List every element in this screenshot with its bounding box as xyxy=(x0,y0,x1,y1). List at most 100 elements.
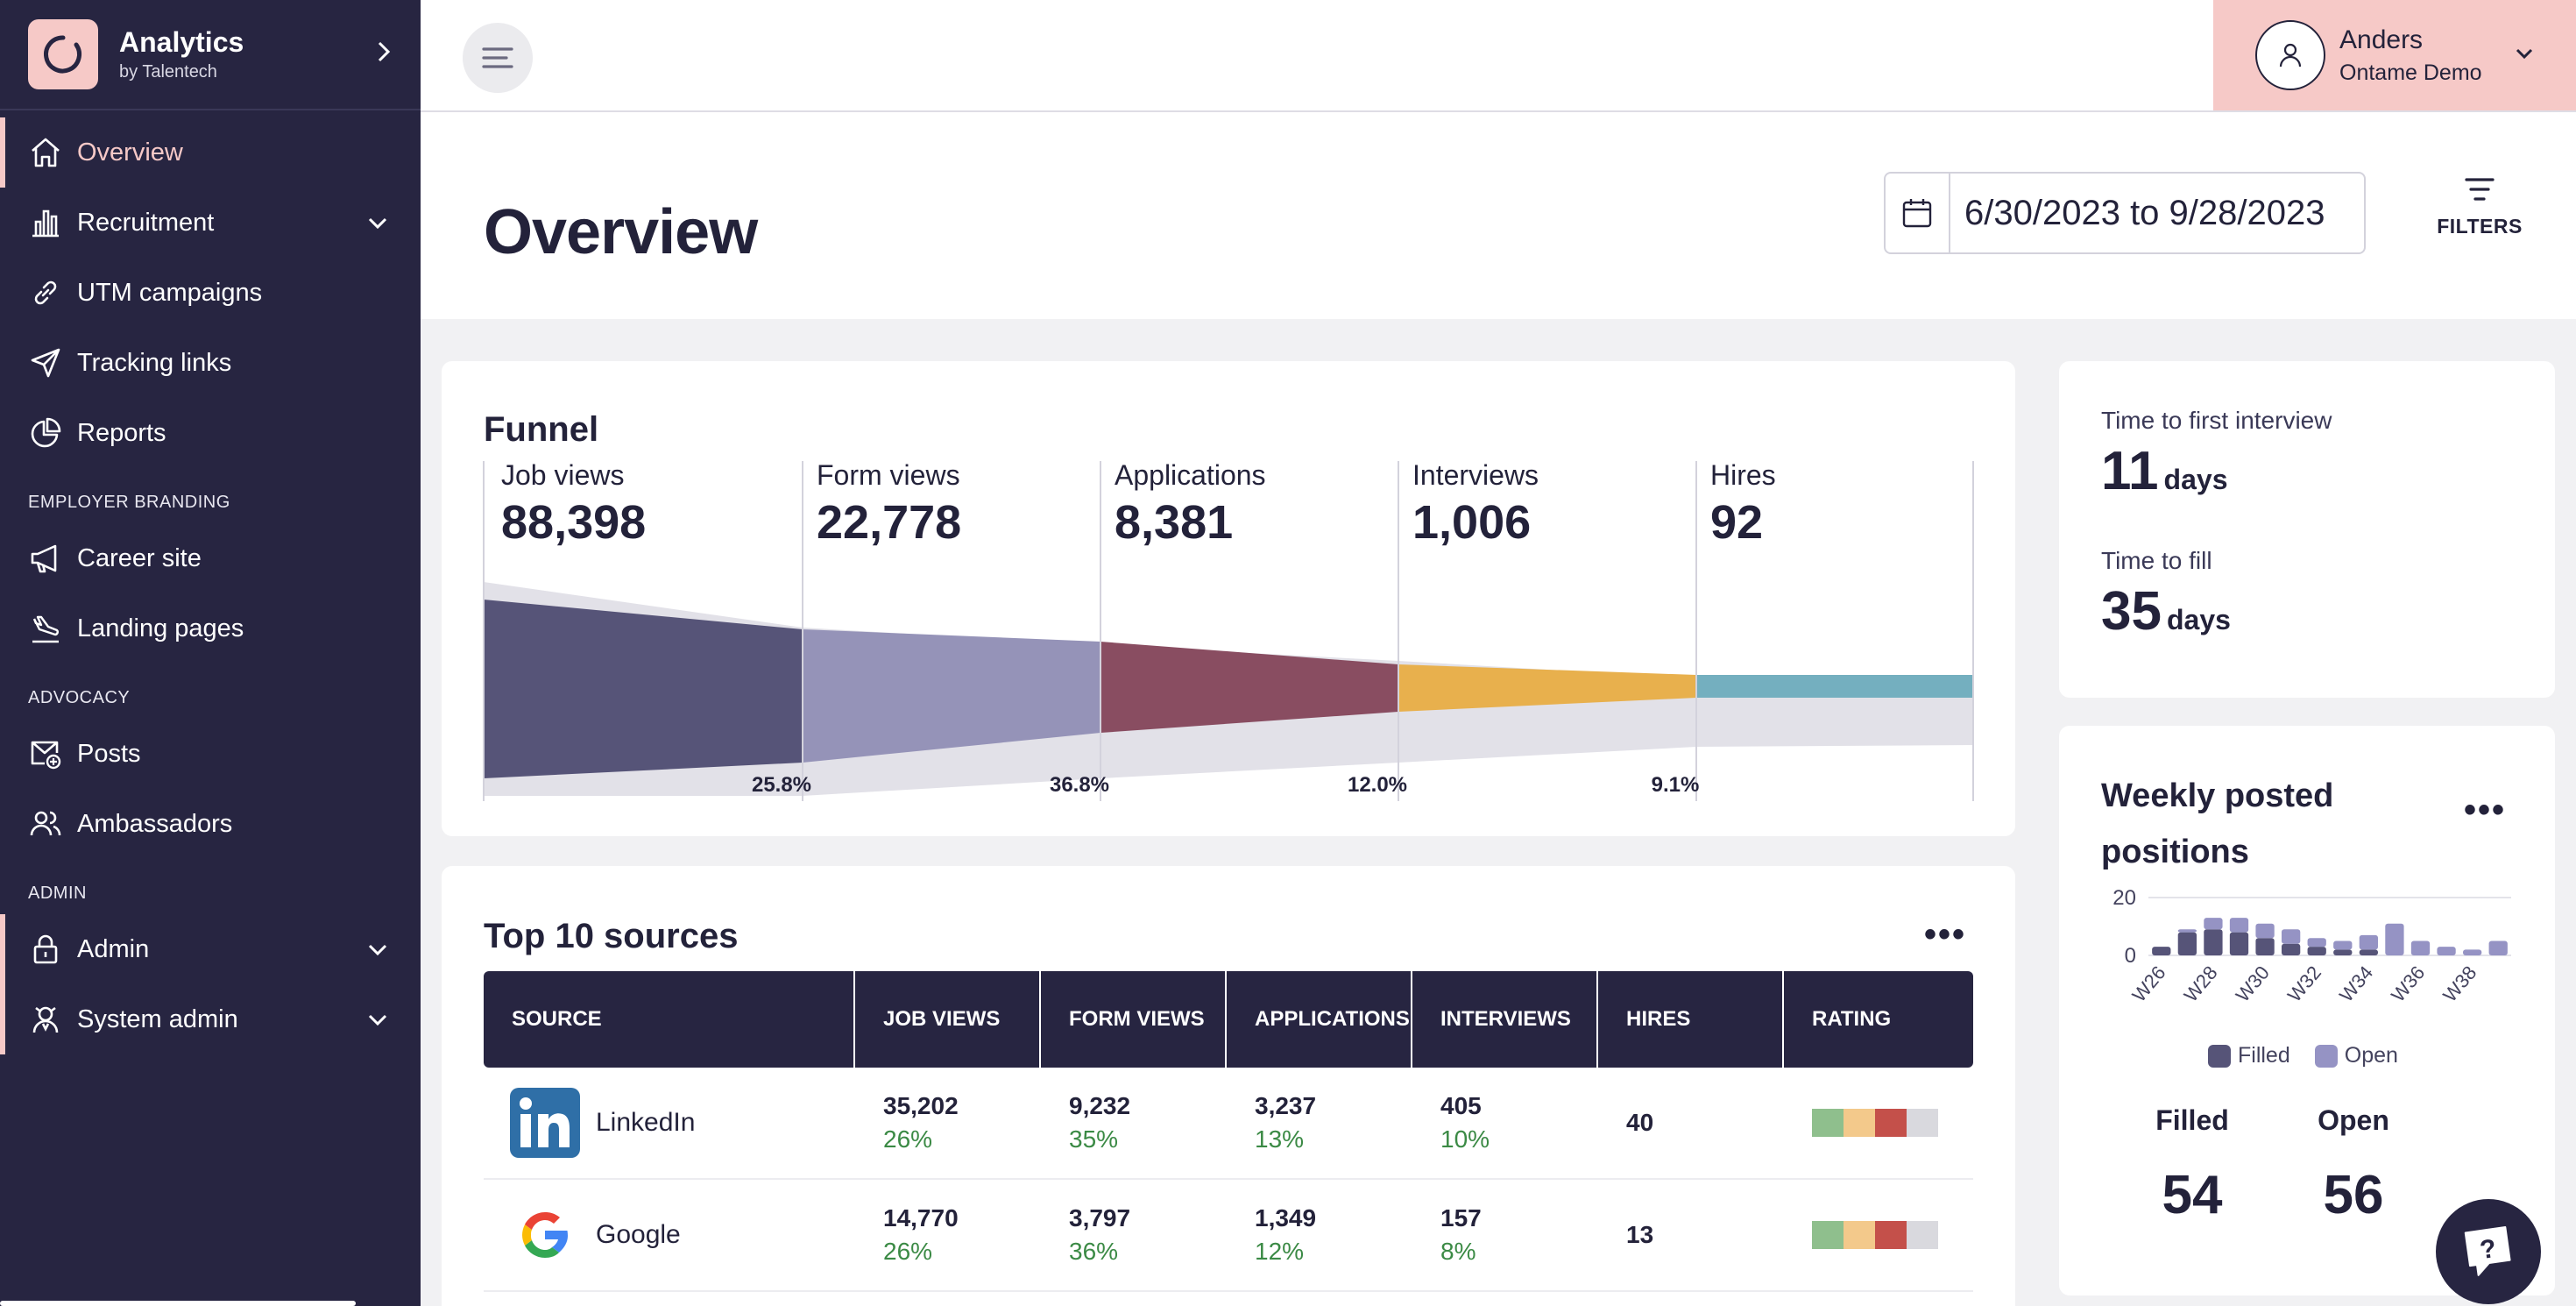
avatar xyxy=(2255,20,2325,90)
column-header-job-views[interactable]: JOB VIEWS xyxy=(855,971,1041,1068)
legend-item-open: Open xyxy=(2314,1043,2398,1068)
sidebar-item-ambassadors[interactable]: Ambassadors xyxy=(0,789,421,859)
hamburger-icon xyxy=(482,47,513,68)
section-label-employer-branding: EMPLOYER BRANDING xyxy=(28,493,230,512)
kpi-label: Time to fill xyxy=(2101,547,2212,574)
cell-value: 9,232 xyxy=(1069,1092,1131,1119)
funnel-title: Funnel xyxy=(484,410,599,449)
sidebar-item-system-admin[interactable]: System admin xyxy=(0,984,421,1054)
chevron-down-icon[interactable] xyxy=(366,207,389,245)
sidebar-item-label: Ambassadors xyxy=(77,809,233,838)
stage-value: 22,778 xyxy=(817,496,962,549)
lock-icon xyxy=(28,932,63,967)
bar-filled-w27 xyxy=(2177,932,2197,955)
legend-swatch xyxy=(2314,1045,2338,1068)
sidebar-item-admin[interactable]: Admin xyxy=(0,914,421,984)
sidebar-item-reports[interactable]: Reports xyxy=(0,398,421,468)
rating-segment xyxy=(1812,1109,1844,1137)
bar-filled-w26 xyxy=(2152,947,2171,955)
cell-value: 3,797 xyxy=(1069,1204,1131,1231)
rating-segment xyxy=(1844,1221,1875,1249)
cell-value: 1,349 xyxy=(1255,1204,1317,1231)
sidebar-item-landing-pages[interactable]: Landing pages xyxy=(0,593,421,664)
sidebar-item-label: Career site xyxy=(77,543,202,572)
chevron-down-icon[interactable] xyxy=(2514,45,2535,67)
open-total-label: Open xyxy=(2318,1104,2389,1136)
funnel-chart xyxy=(483,461,1974,801)
chevron-down-icon[interactable] xyxy=(366,1004,389,1042)
date-range-picker[interactable]: 6/30/2023 to 9/28/2023 xyxy=(1884,172,2366,254)
page-header: Overview 6/30/2023 to 9/28/2023 FILTERS xyxy=(421,112,2576,319)
funnel-segment-interviews xyxy=(1398,664,1696,712)
rating-cell xyxy=(1784,1109,1973,1137)
horizontal-scrollbar[interactable] xyxy=(0,1301,356,1306)
x-tick-label: W30 xyxy=(2232,962,2274,1006)
sidebar-item-utm-campaigns[interactable]: UTM campaigns xyxy=(0,258,421,328)
open-total-value: 56 xyxy=(2323,1165,2384,1225)
column-header-source[interactable]: SOURCE xyxy=(484,971,855,1068)
bar-filled-w29 xyxy=(2229,932,2249,955)
source-cell: LinkedIn xyxy=(484,1088,855,1158)
cell-percent: 8% xyxy=(1440,1238,1476,1265)
user-menu[interactable]: Anders Ontame Demo xyxy=(2213,0,2576,110)
stage-name: Interviews xyxy=(1412,459,1539,491)
top-bar: Anders Ontame Demo xyxy=(421,0,2576,112)
kpi-unit: days xyxy=(2166,604,2231,635)
stage-value: 1,006 xyxy=(1412,496,1532,549)
bar-filled-w34 xyxy=(2359,949,2379,955)
help-chat-button[interactable]: ? xyxy=(2436,1199,2541,1304)
chevron-right-icon[interactable] xyxy=(375,39,393,71)
funnel-card: Funnel Job views 88,398 Form views 22,77… xyxy=(442,361,2015,836)
app-title: Analytics xyxy=(119,26,244,58)
bar-open-w37 xyxy=(2437,947,2456,955)
help-icon: ? xyxy=(2464,1226,2511,1276)
cell-value: 405 xyxy=(1440,1092,1482,1119)
legend-item-filled: Filled xyxy=(2208,1043,2290,1068)
sidebar-item-label: System admin xyxy=(77,1004,238,1033)
funnel-segment-job-views xyxy=(484,600,803,778)
column-header-interviews[interactable]: INTERVIEWS xyxy=(1412,971,1598,1068)
funnel-segment-applications xyxy=(1100,642,1398,733)
rating-bar xyxy=(1812,1109,1973,1137)
stage-name: Job views xyxy=(501,459,625,491)
landing-icon xyxy=(28,611,63,646)
cell-percent: 13% xyxy=(1255,1125,1305,1153)
brand-header[interactable]: Analytics by Talentech xyxy=(0,0,421,110)
menu-toggle-button[interactable] xyxy=(463,23,533,93)
bar-filled-w33 xyxy=(2333,949,2353,955)
sidebar-item-career-site[interactable]: Career site xyxy=(0,523,421,593)
pie-chart-icon xyxy=(28,415,63,451)
x-tick-label: W36 xyxy=(2387,962,2429,1006)
rating-segment xyxy=(1907,1109,1938,1137)
bar-open-w32 xyxy=(2307,938,2326,948)
sidebar-item-overview[interactable]: Overview xyxy=(0,117,421,188)
table-row[interactable]: LinkedIn 35,202 26% 9,232 35% 3,237 13% 405… xyxy=(484,1068,1973,1180)
conversion-rate: 36.8% xyxy=(1049,773,1110,797)
talentech-logo xyxy=(28,19,98,89)
sidebar-item-posts[interactable]: Posts xyxy=(0,719,421,789)
link-icon xyxy=(28,275,63,310)
sidebar-item-recruitment[interactable]: Recruitment xyxy=(0,188,421,258)
table-row[interactable]: Google 14,770 26% 3,797 36% 1,349 12% 157 8%… xyxy=(484,1180,1973,1292)
sidebar-item-tracking-links[interactable]: Tracking links xyxy=(0,328,421,398)
weekly-positions-card: Weekly posted positions ••• 0 20 W26 W28 W30… xyxy=(2059,726,2555,1295)
conversion-rate: 25.8% xyxy=(751,773,812,797)
bar-open-w33 xyxy=(2333,940,2353,950)
interviews-cell: 405 10% xyxy=(1412,1092,1598,1153)
more-options-icon[interactable]: ••• xyxy=(1924,915,1967,954)
x-tick-label: W34 xyxy=(2335,962,2377,1006)
rating-segment xyxy=(1844,1109,1875,1137)
sidebar: Analytics by Talentech Overview Recruitm… xyxy=(0,0,421,1306)
chevron-down-icon[interactable] xyxy=(366,933,389,972)
sidebar-item-label: Reports xyxy=(77,418,166,447)
column-header-applications[interactable]: APPLICATIONS xyxy=(1227,971,1412,1068)
column-header-form-views[interactable]: FORM VIEWS xyxy=(1041,971,1227,1068)
bar-open-w38 xyxy=(2462,949,2482,955)
job-views-cell: 14,770 26% xyxy=(855,1204,1041,1266)
bar-open-w31 xyxy=(2281,929,2301,944)
more-options-icon[interactable]: ••• xyxy=(2464,791,2507,829)
column-header-rating[interactable]: RATING xyxy=(1812,1007,1892,1031)
filters-button[interactable]: FILTERS xyxy=(2418,175,2541,238)
column-header-hires[interactable]: HIRES xyxy=(1598,971,1784,1068)
bar-filled-w28 xyxy=(2204,929,2223,955)
